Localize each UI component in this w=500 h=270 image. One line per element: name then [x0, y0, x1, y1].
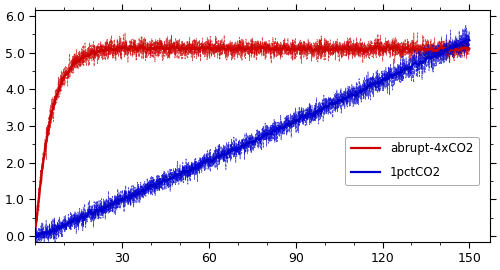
abrupt-4xCO2: [210, 47, 216, 50]
abrupt-4xCO2: [329, 48, 335, 52]
1pctCO2: [212, 157, 218, 160]
1pctCO2: [465, 38, 471, 42]
Line: 1pctCO2: 1pctCO2: [36, 40, 470, 237]
1pctCO2: [329, 102, 335, 105]
abrupt-4xCO2: [57, 85, 63, 88]
1pctCO2: [58, 225, 64, 229]
1pctCO2: [125, 196, 131, 199]
Line: abrupt-4xCO2: abrupt-4xCO2: [36, 46, 470, 227]
Legend: abrupt-4xCO2, 1pctCO2: abrupt-4xCO2, 1pctCO2: [345, 137, 479, 185]
abrupt-4xCO2: [125, 48, 131, 51]
abrupt-4xCO2: [32, 225, 38, 228]
abrupt-4xCO2: [281, 45, 287, 48]
1pctCO2: [210, 159, 216, 162]
abrupt-4xCO2: [466, 47, 472, 50]
1pctCO2: [466, 39, 472, 42]
abrupt-4xCO2: [194, 48, 200, 51]
1pctCO2: [195, 166, 201, 169]
1pctCO2: [33, 235, 39, 238]
abrupt-4xCO2: [212, 47, 218, 50]
1pctCO2: [32, 235, 38, 238]
